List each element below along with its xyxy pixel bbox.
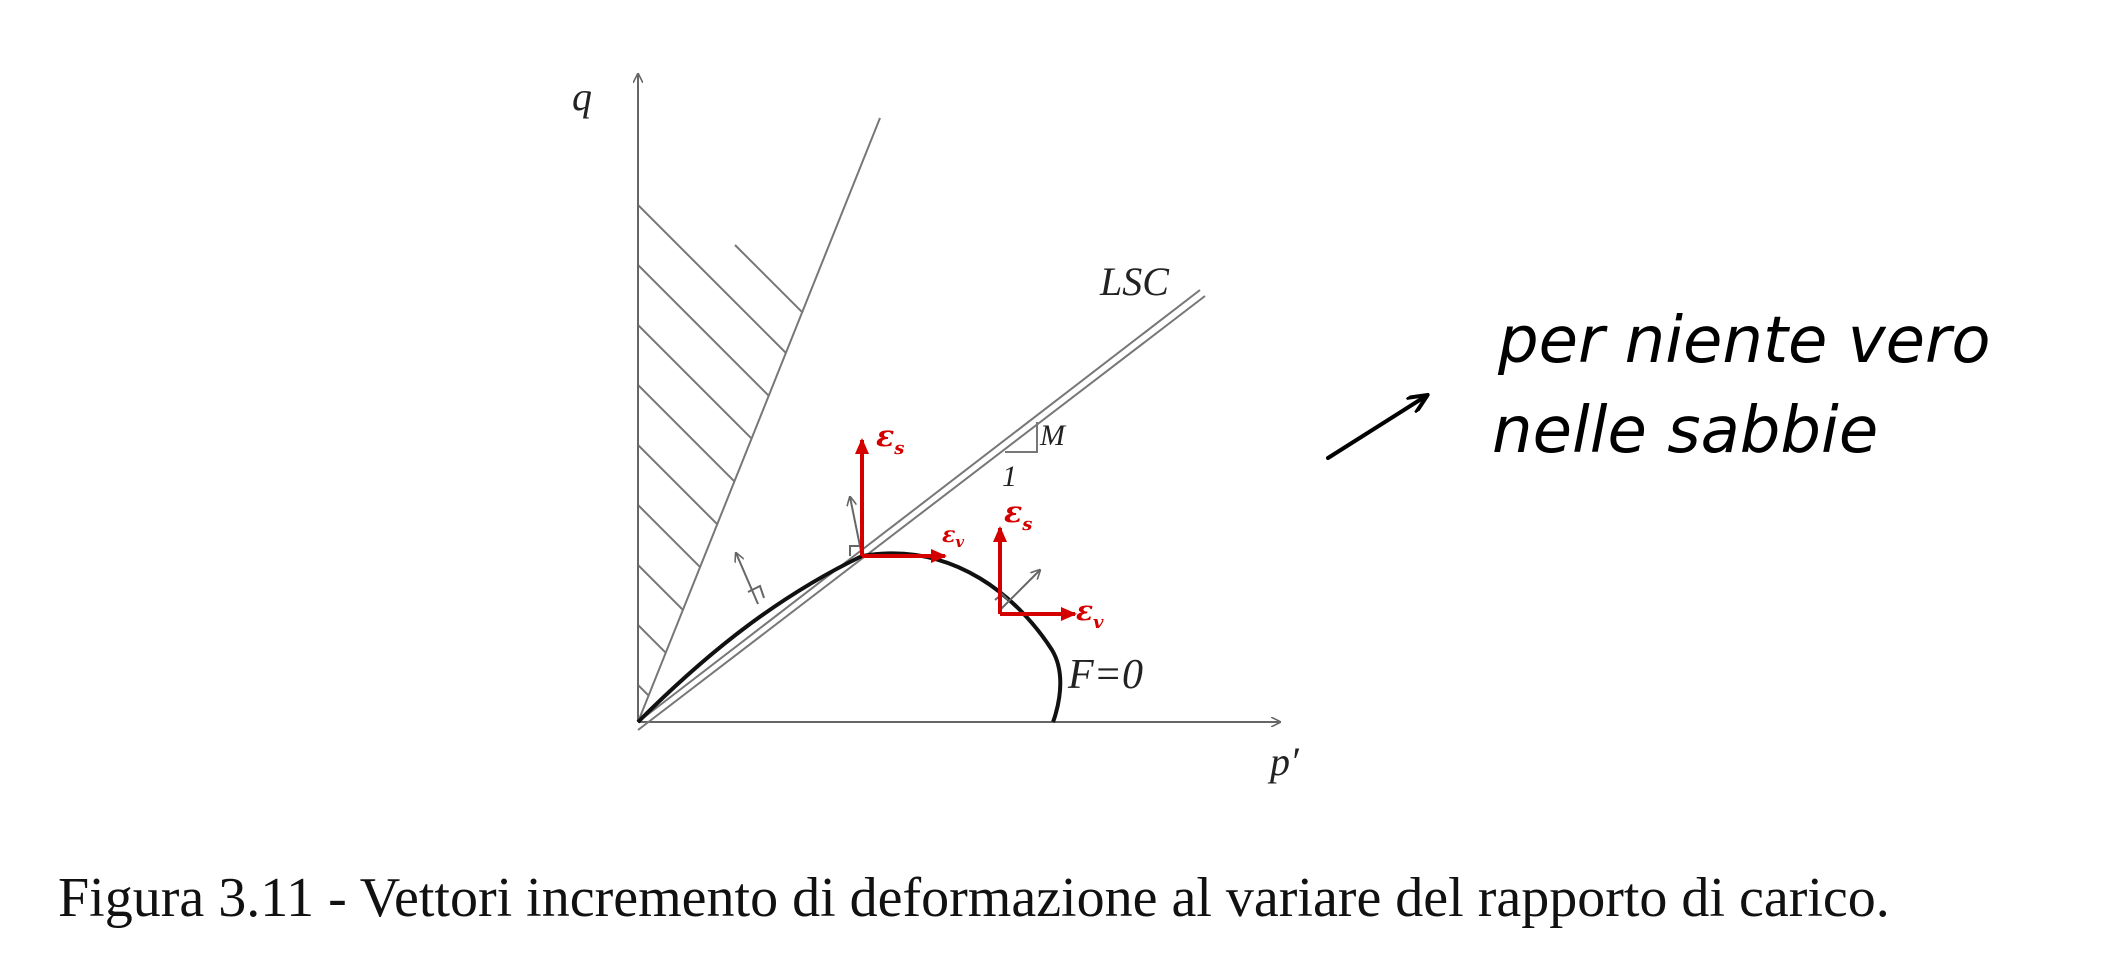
handwritten-arrow-icon [1326, 396, 1426, 460]
eps-v-label-right: εv [1076, 594, 1104, 633]
red-strain-axes-right [993, 526, 1077, 621]
csl-label: LSC [1099, 259, 1170, 304]
yield-surface [636, 551, 1063, 724]
handwritten-note-line1: per niente vero [1497, 304, 1990, 378]
tension-cutoff-line [637, 117, 881, 723]
q-axis-label: q [572, 74, 592, 119]
slope-1-label: 1 [1002, 460, 1017, 493]
eps-v-label-top: εv [942, 522, 964, 551]
eps-s-label-right: εs [1004, 495, 1032, 535]
critical-state-line [637, 289, 1206, 731]
yield-surface-curve [638, 548, 1057, 722]
red-strain-axes-top [855, 438, 947, 563]
slope-m-label: M [1039, 419, 1067, 452]
normal-vectors [736, 497, 1040, 611]
p-axis-label: p′ [1267, 739, 1300, 784]
slope-triangle [1005, 422, 1038, 453]
eps-s-label-top: εs [876, 419, 904, 459]
handwritten-note-line2: nelle sabbie [1492, 394, 1878, 468]
figure-caption: Figura 3.11 - Vettori incremento di defo… [58, 867, 1890, 929]
yield-surface-label: F=0 [1067, 652, 1143, 698]
